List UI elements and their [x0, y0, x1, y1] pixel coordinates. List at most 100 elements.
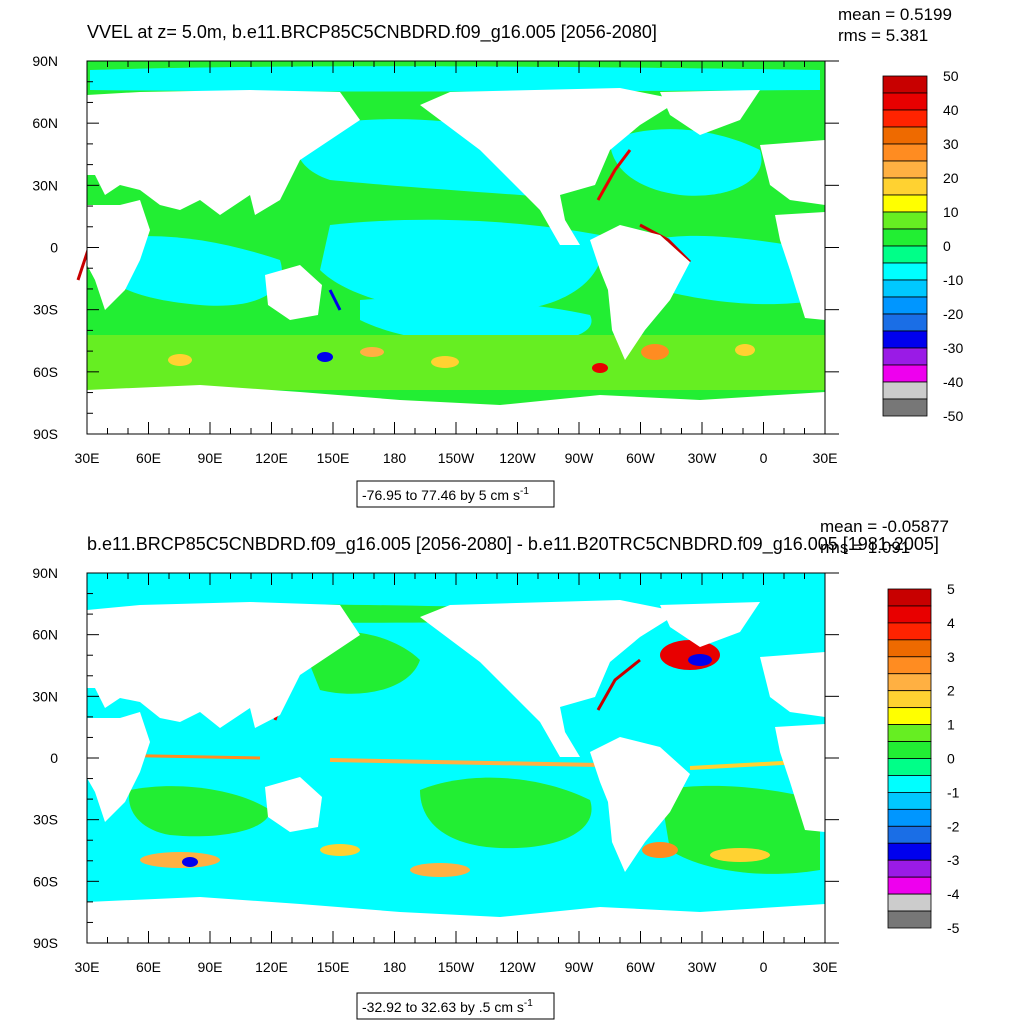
bottom-colorbar-swatch: [887, 792, 932, 810]
bottom-xtick-label: 30E: [75, 959, 100, 975]
bottom-land-africa-west: [775, 724, 825, 832]
top-cyan-indian: [100, 236, 282, 306]
bottom-xtick-label: 150E: [317, 959, 350, 975]
bottom-land-australia: [265, 777, 322, 832]
top-xtick-label: 120E: [255, 450, 288, 466]
top-land-greenland: [660, 90, 760, 135]
bottom-southern-ocean-eddies: [140, 640, 770, 877]
top-xtick-label: 60W: [626, 450, 656, 466]
top-so-eddy-5: [641, 344, 669, 360]
panel-bottom: b.e11.BRCP85C5CNBDRD.f09_g16.005 [2056-2…: [32, 517, 960, 1020]
bottom-xtick-label: 30E: [813, 959, 838, 975]
bottom-land-north-america: [420, 600, 680, 757]
bottom-land-africa: [87, 712, 150, 822]
top-range-main: -76.95 to 77.46 by 5 cm s: [362, 487, 520, 503]
bottom-green-3: [660, 785, 820, 874]
top-xtick-label: 120W: [499, 450, 536, 466]
bottom-colorbar: 5 4 3 2 1 0 -1 -2 -3 -4 -5: [887, 581, 960, 936]
top-xtick-label: 90W: [565, 450, 595, 466]
top-xtick-label: 150E: [317, 450, 350, 466]
bottom-xtick-label: 90W: [565, 959, 595, 975]
bottom-so-eddy-3: [320, 844, 360, 856]
top-colorbar-swatch: [882, 296, 928, 315]
bottom-ytick-label: 0: [50, 750, 58, 766]
bottom-colorbar-swatch: [887, 741, 932, 759]
bottom-xtick-label: 180: [383, 959, 407, 975]
bottom-rms: rms = 1.091: [820, 538, 910, 557]
top-land-australia: [265, 265, 322, 320]
top-colorbar-swatch: [882, 228, 928, 247]
top-land-north-america: [420, 88, 680, 245]
top-colorbar-swatch: [882, 177, 928, 196]
bottom-colorbar-swatch: [887, 893, 932, 912]
top-ytick-label: 30N: [32, 177, 58, 193]
bottom-land-greenland: [660, 602, 760, 647]
bottom-range-box: [356, 992, 555, 1020]
top-so-eddy-6: [735, 344, 755, 356]
bottom-ytick-label: 90N: [32, 565, 58, 581]
top-southern-ocean-band: [87, 335, 825, 390]
bottom-ytick-label: 30N: [32, 688, 58, 704]
top-xtick-label: 180: [383, 450, 407, 466]
bottom-xtick-label: 120W: [499, 959, 536, 975]
top-colorbar-label: 20: [943, 170, 959, 186]
bottom-colorbar-label: -3: [947, 852, 960, 868]
top-ytick-label: 90S: [33, 426, 58, 442]
top-cyan-south-pacific: [360, 298, 592, 345]
bottom-range-label: -32.92 to 32.63 by .5 cm s-1: [356, 992, 555, 1020]
bottom-axes: 30E 60E 90E 120E 150E 180 150W 120W 90W 60W 30W 0 30…: [32, 565, 839, 975]
bottom-range-sup: -1: [524, 998, 533, 1009]
bottom-xtick-label: 150W: [438, 959, 475, 975]
top-land-eurasia: [87, 90, 360, 215]
top-cyan-regions: [90, 66, 820, 345]
top-land-antarctica: [87, 385, 825, 434]
bottom-colorbar-swatch: [887, 859, 932, 878]
top-cyan-equatorial-pacific: [320, 219, 603, 313]
top-colorbar-swatch: [882, 109, 928, 128]
top-so-eddy-2: [317, 352, 333, 362]
top-cyan-arctic: [90, 66, 820, 92]
bottom-xtick-label: 120E: [255, 959, 288, 975]
top-colorbar-swatch: [882, 330, 928, 349]
top-land-africa-west: [775, 212, 825, 320]
bottom-colorbar-swatch: [887, 622, 932, 641]
top-xtick-label: 0: [760, 450, 768, 466]
bottom-land-eurasia: [87, 602, 360, 728]
top-colorbar-label: -30: [943, 340, 963, 356]
bottom-land-south-america: [590, 737, 690, 872]
bottom-colorbar-label: -2: [947, 818, 960, 834]
top-ytick-label: 0: [50, 240, 58, 256]
bottom-xtick-label: 30W: [688, 959, 718, 975]
bottom-colorbar-swatch: [887, 690, 932, 709]
top-colorbar-swatch: [882, 75, 928, 94]
top-range-text: -76.95 to 77.46 by 5 cm s-1: [362, 486, 529, 503]
bottom-colorbar-swatch: [887, 825, 932, 844]
bottom-green-2: [420, 777, 592, 849]
bottom-colorbar-label: 4: [947, 615, 955, 631]
top-brazil-coast: [639, 223, 692, 264]
bottom-colorbar-swatch: [887, 673, 932, 692]
top-so-eddy-4: [431, 356, 459, 368]
top-colorbar-swatch: [882, 398, 928, 417]
top-colorbar-label: 0: [943, 238, 951, 254]
top-colorbar-label: 30: [943, 136, 959, 152]
top-land-africa: [87, 200, 150, 310]
top-colorbar-label: 50: [943, 68, 959, 84]
top-xtick-label: 30E: [813, 450, 838, 466]
bottom-colorbar-label: 3: [947, 649, 955, 665]
bottom-ytick-label: 90S: [33, 935, 58, 951]
bottom-so-eddy-8: [688, 654, 712, 666]
top-australia-east: [328, 289, 342, 311]
panel-top: VVEL at z= 5.0m, b.e11.BRCP85C5CNBDRD.f0…: [32, 5, 963, 508]
bottom-colorbar-swatch: [887, 842, 932, 861]
top-cyan-atlantic: [650, 235, 820, 305]
bottom-colorbar-swatch: [887, 605, 932, 624]
top-so-eddy-7: [592, 363, 608, 373]
top-gulf-stream: [596, 149, 632, 201]
top-so-eddy-3: [360, 347, 384, 357]
bottom-green-regions: [88, 604, 820, 874]
bottom-colorbar-swatch: [887, 775, 932, 793]
bottom-colorbar-swatch: [887, 656, 932, 675]
top-colorbar-label: -50: [943, 408, 963, 424]
